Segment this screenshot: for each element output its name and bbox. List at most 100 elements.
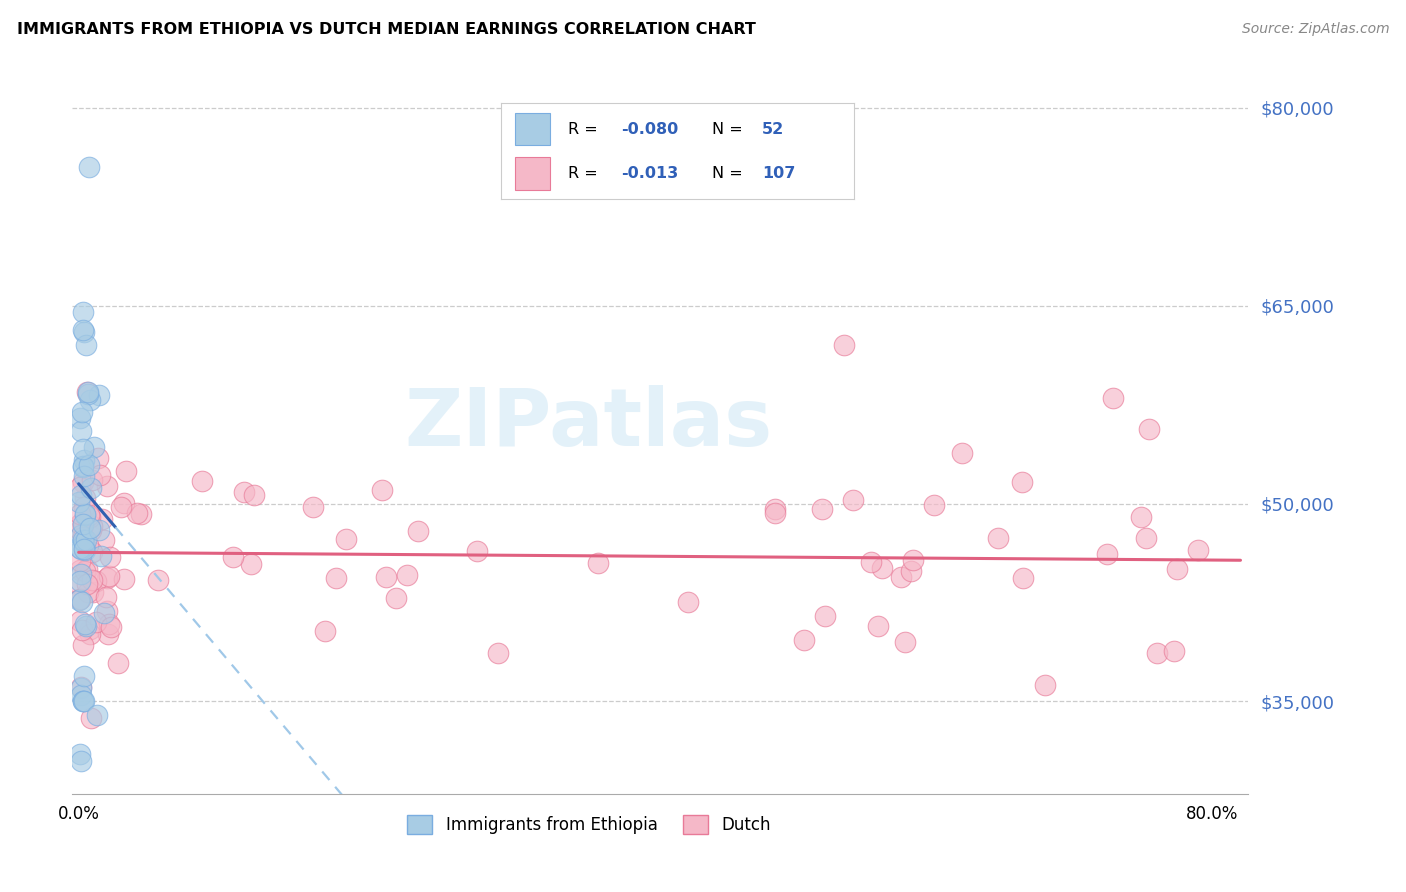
- Point: [72, 533, 94, 547]
- Point: [93, 533, 115, 548]
- Point: [72, 322, 94, 336]
- Point: [127, 506, 149, 520]
- Point: [69, 541, 91, 555]
- Point: [72, 500, 94, 515]
- Point: [73, 542, 96, 557]
- Point: [79, 623, 101, 637]
- Point: [112, 573, 135, 587]
- Point: [75, 617, 97, 632]
- Point: [814, 609, 837, 624]
- Point: [69, 480, 91, 494]
- Point: [93, 607, 115, 621]
- Point: [1130, 509, 1153, 524]
- Point: [97, 617, 120, 632]
- Point: [84, 574, 107, 589]
- Point: [811, 501, 834, 516]
- Point: [72, 694, 94, 708]
- Point: [950, 446, 973, 460]
- Point: [87, 388, 110, 402]
- Point: [75, 533, 97, 548]
- Point: [1166, 562, 1188, 576]
- Point: [83, 440, 105, 454]
- Point: [239, 558, 262, 572]
- Point: [72, 694, 94, 708]
- Point: [76, 385, 98, 400]
- Point: [374, 569, 396, 583]
- Point: [1035, 678, 1057, 692]
- Point: [94, 590, 117, 604]
- Point: [73, 507, 96, 521]
- Point: [76, 385, 98, 400]
- Point: [70, 595, 93, 609]
- Point: [69, 574, 91, 588]
- Point: [72, 514, 94, 528]
- Point: [112, 496, 135, 510]
- Point: [79, 392, 101, 407]
- Point: [69, 578, 91, 592]
- Point: [586, 556, 609, 570]
- Point: [89, 467, 111, 482]
- Point: [72, 305, 94, 319]
- Text: Source: ZipAtlas.com: Source: ZipAtlas.com: [1241, 22, 1389, 37]
- Point: [73, 542, 96, 557]
- Point: [73, 491, 96, 506]
- Point: [86, 707, 108, 722]
- Point: [70, 623, 93, 637]
- Point: [987, 531, 1010, 545]
- Point: [69, 516, 91, 531]
- Point: [107, 656, 129, 670]
- Point: [79, 627, 101, 641]
- Point: [922, 498, 945, 512]
- Point: [72, 517, 94, 532]
- Point: [70, 688, 93, 702]
- Point: [75, 338, 97, 352]
- Point: [69, 488, 91, 502]
- Point: [77, 387, 100, 401]
- Point: [868, 619, 890, 633]
- Point: [191, 474, 214, 488]
- Point: [110, 500, 132, 515]
- Point: [70, 424, 93, 438]
- Point: [73, 564, 96, 578]
- Point: [406, 524, 429, 539]
- Point: [72, 638, 94, 652]
- Legend: Immigrants from Ethiopia, Dutch: Immigrants from Ethiopia, Dutch: [401, 808, 778, 841]
- Point: [1097, 548, 1119, 562]
- Point: [69, 554, 91, 568]
- Point: [73, 508, 96, 522]
- Point: [465, 544, 488, 558]
- Point: [100, 620, 122, 634]
- Point: [243, 488, 266, 502]
- Text: ZIPatlas: ZIPatlas: [405, 385, 773, 464]
- Point: [859, 555, 882, 569]
- Point: [82, 519, 104, 533]
- Point: [72, 405, 94, 419]
- Point: [890, 570, 912, 584]
- Point: [82, 545, 104, 559]
- Point: [325, 570, 347, 584]
- Point: [903, 553, 925, 567]
- Point: [91, 512, 114, 526]
- Point: [395, 567, 418, 582]
- Point: [80, 523, 103, 537]
- Point: [90, 549, 112, 564]
- Point: [72, 475, 94, 489]
- Point: [80, 473, 103, 487]
- Point: [82, 585, 104, 599]
- Point: [894, 635, 917, 649]
- Point: [678, 594, 700, 608]
- Point: [70, 566, 93, 581]
- Point: [69, 563, 91, 577]
- Point: [73, 541, 96, 556]
- Point: [115, 464, 138, 478]
- Point: [72, 442, 94, 456]
- Point: [370, 483, 392, 497]
- Point: [335, 532, 357, 546]
- Point: [793, 632, 815, 647]
- Point: [129, 507, 152, 521]
- Point: [69, 410, 91, 425]
- Point: [69, 592, 91, 607]
- Point: [77, 160, 100, 174]
- Point: [86, 451, 108, 466]
- Point: [87, 523, 110, 537]
